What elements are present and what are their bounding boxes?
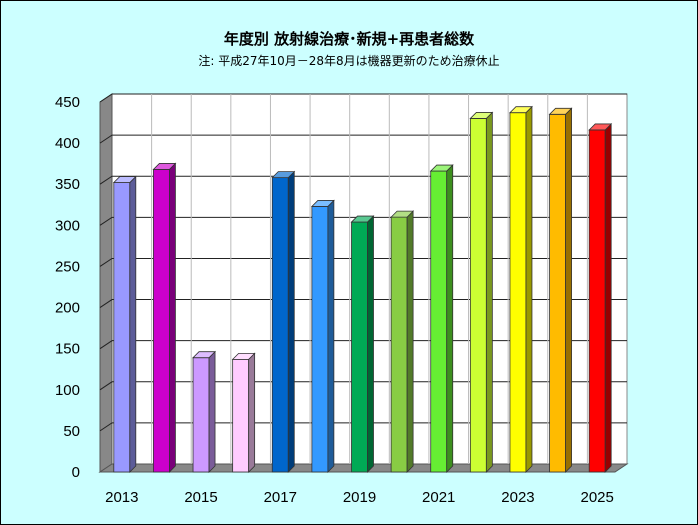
y-tick-label: 200: [55, 300, 80, 317]
bar-top: [271, 171, 296, 179]
bar-2025: [588, 122, 613, 473]
bar-top: [429, 164, 454, 172]
bar-2018: [310, 199, 335, 473]
x-axis-ticks: 2013 2015 2017 2019 2021 2023 2025: [105, 489, 614, 506]
bar-side: [287, 170, 295, 473]
bar-side: [604, 122, 612, 473]
gridline: [99, 381, 627, 391]
bar-top: [310, 200, 335, 207]
bar-top: [548, 107, 573, 115]
bar-front: [430, 170, 448, 473]
bar-front: [549, 113, 566, 473]
bar-front: [271, 177, 289, 473]
bar-side: [248, 352, 256, 473]
bar-front: [153, 169, 170, 473]
y-axis-ticks: 0 50 100 150 200 250 300 350 400 450: [55, 94, 80, 481]
bar-side: [367, 215, 374, 473]
bar-2022: [469, 111, 494, 473]
bar-side: [406, 210, 414, 473]
bar-front: [390, 216, 408, 473]
bar-side: [485, 111, 493, 473]
y-tick-label: 150: [55, 341, 80, 358]
gridline: [99, 134, 627, 144]
y-tick-label: 450: [55, 94, 80, 111]
bar-front: [192, 357, 210, 473]
bar-top: [112, 176, 137, 183]
bar-2014: [152, 162, 177, 473]
bar-side: [169, 162, 176, 473]
bar-2015: [192, 350, 217, 473]
x-tick-label: 2023: [501, 489, 534, 506]
gridline: [99, 257, 627, 267]
chart-title: 年度別 放射線治療･新規+再患者総数: [223, 30, 475, 48]
bar-2021: [429, 164, 454, 473]
x-tick-label: 2021: [422, 489, 455, 506]
x-tick-label: 2025: [581, 489, 614, 506]
bar-side: [129, 175, 137, 473]
bar-2016: [231, 352, 256, 473]
bar-side: [446, 164, 454, 473]
y-tick-label: 400: [55, 135, 80, 152]
x-tick-label: 2013: [105, 489, 138, 506]
bars: [112, 105, 613, 473]
bar-top: [152, 163, 177, 170]
bar-front: [232, 358, 250, 473]
y-tick-label: 100: [55, 382, 80, 399]
bar-top: [192, 351, 217, 359]
bar-front: [469, 118, 487, 473]
gridline: [99, 299, 627, 308]
bar-top: [350, 215, 375, 223]
bar-2020: [390, 210, 415, 473]
y-tick-label: 0: [72, 464, 80, 481]
bar-2023: [508, 105, 533, 473]
gridline: [99, 216, 627, 226]
bar-top: [508, 106, 533, 114]
bar-front: [311, 206, 329, 473]
bar-front: [113, 182, 131, 473]
chart-subtitle: 注: 平成27年10月－28年8月は機器更新のため治療休止: [198, 54, 500, 68]
y-tick-label: 350: [55, 176, 80, 193]
bar-2019: [350, 215, 375, 473]
gridlines: [99, 93, 627, 464]
bar-side: [525, 105, 533, 473]
bar-top: [469, 112, 494, 119]
bar-2024: [548, 107, 573, 473]
x-tick-label: 2015: [184, 489, 217, 506]
bar-front: [351, 221, 368, 473]
bar-side: [565, 107, 572, 473]
plot-side-wall: [99, 93, 113, 473]
gridline: [99, 340, 627, 350]
bar-side: [327, 199, 335, 473]
x-tick-label: 2019: [343, 489, 376, 506]
bar-2017: [271, 170, 296, 473]
bar-2013: [112, 175, 137, 473]
bar-top: [390, 210, 415, 218]
y-tick-label: 300: [55, 217, 80, 234]
y-tick-label: 250: [55, 258, 80, 275]
gridline: [99, 175, 627, 185]
bar-top: [231, 352, 256, 360]
bar-side: [208, 350, 216, 473]
gridline: [99, 422, 627, 432]
bar-front: [509, 112, 527, 473]
bar-front: [588, 129, 606, 473]
x-tick-label: 2017: [264, 489, 297, 506]
y-tick-label: 50: [63, 423, 80, 440]
bar-top: [588, 123, 613, 131]
gridline: [99, 93, 627, 103]
